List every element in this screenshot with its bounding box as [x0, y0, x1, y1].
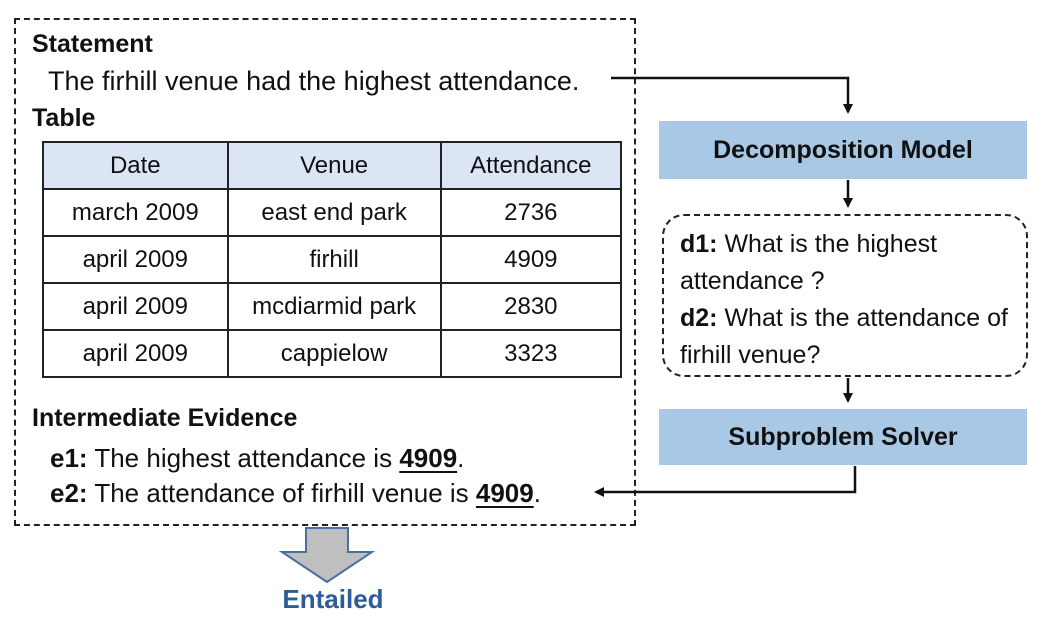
- table-cell-attendance: 3323: [439, 329, 623, 378]
- column-header-venue: Venue: [226, 141, 442, 190]
- table-cell-date: march 2009: [42, 188, 229, 237]
- evidence-line-e2: e2: The attendance of firhill venue is 4…: [50, 478, 541, 509]
- table-cell-date: april 2009: [42, 282, 229, 331]
- question-text: What is the highest attendance ?: [680, 230, 938, 295]
- evidence-line-e1: e1: The highest attendance is 4909.: [50, 443, 464, 474]
- sub-question-d1: d1: What is the highest attendance ?: [680, 226, 1014, 300]
- evidence-heading: Intermediate Evidence: [32, 404, 298, 432]
- evidence-tag: e2:: [50, 478, 88, 508]
- table-row: april 2009 firhill 4909: [42, 235, 623, 284]
- table-cell-attendance: 2830: [439, 282, 623, 331]
- sub-question-d2: d2: What is the attendance of firhill ve…: [680, 300, 1014, 374]
- table-header-row: Date Venue Attendance: [42, 141, 623, 190]
- down-arrow-icon: [278, 527, 376, 584]
- evidence-end: .: [533, 478, 541, 508]
- table-cell-venue: cappielow: [226, 329, 442, 378]
- evidence-text: The attendance of firhill venue is: [87, 478, 476, 508]
- table-row: april 2009 cappielow 3323: [42, 329, 623, 378]
- subproblem-solver-box: Subproblem Solver: [659, 409, 1027, 465]
- data-table: Date Venue Attendance march 2009 east en…: [42, 141, 623, 378]
- evidence-end: .: [457, 443, 465, 473]
- sub-questions-box: d1: What is the highest attendance ? d2:…: [662, 214, 1028, 377]
- decomposition-model-box: Decomposition Model: [659, 121, 1027, 179]
- evidence-text: The highest attendance is: [87, 443, 400, 473]
- question-tag: d2:: [680, 304, 718, 332]
- table-cell-date: april 2009: [42, 235, 229, 284]
- statement-to-decomposition-arrow: [611, 76, 853, 114]
- table-cell-venue: east end park: [226, 188, 442, 237]
- table-cell-attendance: 4909: [439, 235, 623, 284]
- table-cell-date: april 2009: [42, 329, 229, 378]
- evidence-tag: e1:: [50, 443, 88, 473]
- evidence-value: 4909: [475, 478, 534, 508]
- table-cell-venue: mcdiarmid park: [226, 282, 442, 331]
- question-tag: d1:: [680, 230, 718, 258]
- table-cell-attendance: 2736: [439, 188, 623, 237]
- left-panel: [14, 18, 636, 526]
- statement-heading: Statement: [32, 30, 153, 58]
- result-label: Entailed: [282, 584, 384, 614]
- table-heading: Table: [32, 104, 96, 132]
- question-text: What is the attendance of firhill venue?: [680, 304, 1008, 369]
- table-cell-venue: firhill: [226, 235, 442, 284]
- solver-to-evidence-arrow: [594, 466, 857, 497]
- statement-text: The firhill venue had the highest attend…: [48, 66, 580, 96]
- table-row: march 2009 east end park 2736: [42, 188, 623, 237]
- evidence-value: 4909: [399, 443, 458, 473]
- column-header-date: Date: [42, 141, 229, 190]
- table-row: april 2009 mcdiarmid park 2830: [42, 282, 623, 331]
- column-header-attendance: Attendance: [439, 141, 623, 190]
